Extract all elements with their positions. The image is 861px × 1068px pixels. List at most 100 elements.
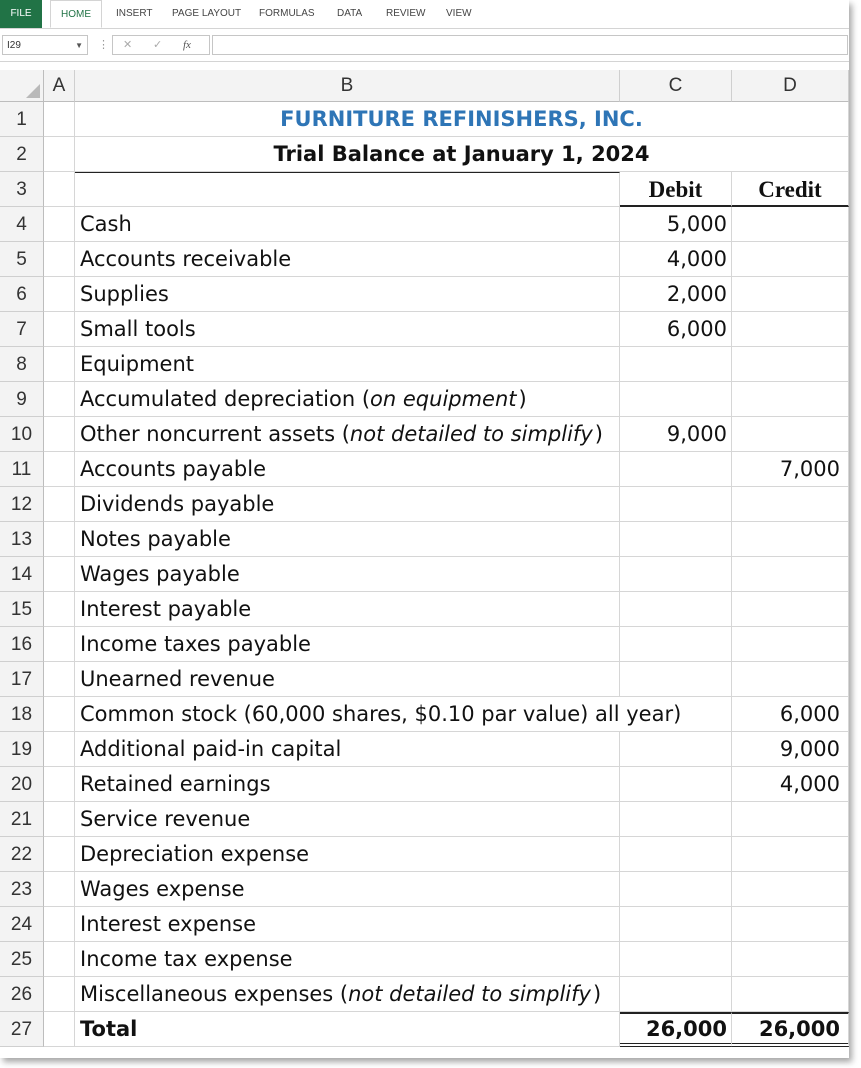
- debit-cell[interactable]: 6,000: [620, 312, 732, 347]
- cell[interactable]: [44, 977, 75, 1012]
- tab-review[interactable]: REVIEW: [386, 8, 426, 19]
- row-header[interactable]: 18: [0, 697, 44, 732]
- cell[interactable]: [44, 837, 75, 872]
- cell[interactable]: [44, 487, 75, 522]
- row-header[interactable]: 5: [0, 242, 44, 277]
- row-header[interactable]: 13: [0, 522, 44, 557]
- account-name-cell[interactable]: Unearned revenue: [75, 662, 620, 697]
- row-header[interactable]: 2: [0, 137, 44, 172]
- credit-cell[interactable]: [732, 662, 849, 697]
- account-name-cell[interactable]: Equipment: [75, 347, 620, 382]
- cell[interactable]: [44, 172, 75, 207]
- account-name-cell[interactable]: Other noncurrent assets (not detailed to…: [75, 417, 620, 452]
- debit-cell[interactable]: [620, 802, 732, 837]
- account-name-cell[interactable]: Income tax expense: [75, 942, 620, 977]
- debit-cell[interactable]: 2,000: [620, 277, 732, 312]
- tab-data[interactable]: DATA: [337, 8, 363, 19]
- cell[interactable]: [44, 102, 75, 137]
- sheet-subtitle[interactable]: Trial Balance at January 1, 2024: [75, 137, 849, 172]
- column-header-c[interactable]: C: [620, 70, 732, 102]
- debit-cell[interactable]: [620, 662, 732, 697]
- account-name-cell[interactable]: Small tools: [75, 312, 620, 347]
- row-header[interactable]: 25: [0, 942, 44, 977]
- row-header[interactable]: 26: [0, 977, 44, 1012]
- account-name-cell[interactable]: Dividends payable: [75, 487, 620, 522]
- cell[interactable]: [44, 312, 75, 347]
- credit-cell[interactable]: [732, 907, 849, 942]
- debit-cell[interactable]: [620, 907, 732, 942]
- debit-cell[interactable]: 9,000: [620, 417, 732, 452]
- debit-cell[interactable]: [620, 697, 732, 732]
- row-header[interactable]: 27: [0, 1012, 44, 1047]
- row-header[interactable]: 17: [0, 662, 44, 697]
- row-header[interactable]: 12: [0, 487, 44, 522]
- close-icon[interactable]: ✕: [123, 39, 133, 51]
- column-header-b[interactable]: B: [75, 70, 620, 102]
- account-name-cell[interactable]: Wages payable: [75, 557, 620, 592]
- debit-cell[interactable]: [620, 942, 732, 977]
- debit-cell[interactable]: [620, 837, 732, 872]
- credit-cell[interactable]: [732, 872, 849, 907]
- credit-cell[interactable]: [732, 277, 849, 312]
- cell[interactable]: [44, 522, 75, 557]
- row-header[interactable]: 9: [0, 382, 44, 417]
- row-header[interactable]: 10: [0, 417, 44, 452]
- account-name-cell[interactable]: Interest expense: [75, 907, 620, 942]
- tab-file[interactable]: FILE: [0, 0, 42, 28]
- select-all-button[interactable]: [0, 70, 44, 102]
- cell[interactable]: [44, 627, 75, 662]
- cell[interactable]: [44, 907, 75, 942]
- credit-cell[interactable]: [732, 522, 849, 557]
- credit-cell[interactable]: 4,000: [732, 767, 849, 802]
- credit-cell[interactable]: [732, 977, 849, 1012]
- total-credit[interactable]: 26,000: [732, 1012, 849, 1047]
- cell[interactable]: [75, 172, 620, 207]
- account-name-cell[interactable]: Retained earnings: [75, 767, 620, 802]
- account-name-cell[interactable]: Common stock (60,000 shares, $0.10 par v…: [75, 697, 681, 732]
- credit-cell[interactable]: [732, 487, 849, 522]
- account-name-cell[interactable]: Supplies: [75, 277, 620, 312]
- sheet-title[interactable]: FURNITURE REFINISHERS, INC.: [75, 102, 849, 137]
- debit-cell[interactable]: [620, 452, 732, 487]
- row-header[interactable]: 4: [0, 207, 44, 242]
- credit-cell[interactable]: 9,000: [732, 732, 849, 767]
- cell[interactable]: [44, 732, 75, 767]
- check-icon[interactable]: ✓: [153, 39, 163, 51]
- account-name-cell[interactable]: Cash: [75, 207, 620, 242]
- cell[interactable]: [44, 557, 75, 592]
- row-header[interactable]: 7: [0, 312, 44, 347]
- tab-home[interactable]: HOME: [50, 0, 102, 28]
- cell[interactable]: [44, 802, 75, 837]
- credit-header[interactable]: Credit: [732, 172, 849, 207]
- row-header[interactable]: 6: [0, 277, 44, 312]
- cell[interactable]: [44, 697, 75, 732]
- debit-cell[interactable]: [620, 627, 732, 662]
- debit-header[interactable]: Debit: [620, 172, 732, 207]
- row-header[interactable]: 22: [0, 837, 44, 872]
- debit-cell[interactable]: [620, 347, 732, 382]
- credit-cell[interactable]: [732, 837, 849, 872]
- debit-cell[interactable]: [620, 872, 732, 907]
- row-header[interactable]: 11: [0, 452, 44, 487]
- debit-cell[interactable]: [620, 522, 732, 557]
- debit-cell[interactable]: [620, 732, 732, 767]
- credit-cell[interactable]: [732, 592, 849, 627]
- account-name-cell[interactable]: Accounts payable: [75, 452, 620, 487]
- row-header[interactable]: 8: [0, 347, 44, 382]
- row-header[interactable]: 19: [0, 732, 44, 767]
- cell[interactable]: [44, 1012, 75, 1047]
- row-header[interactable]: 15: [0, 592, 44, 627]
- account-name-cell[interactable]: Income taxes payable: [75, 627, 620, 662]
- total-label[interactable]: Total: [75, 1012, 620, 1047]
- account-name-cell[interactable]: Notes payable: [75, 522, 620, 557]
- cell[interactable]: [44, 382, 75, 417]
- account-name-cell[interactable]: Additional paid-in capital: [75, 732, 620, 767]
- insert-function-button[interactable]: fx: [183, 39, 191, 51]
- formula-input[interactable]: [212, 35, 848, 55]
- row-header[interactable]: 14: [0, 557, 44, 592]
- total-debit[interactable]: 26,000: [620, 1012, 732, 1047]
- cell[interactable]: [44, 347, 75, 382]
- debit-cell[interactable]: 5,000: [620, 207, 732, 242]
- row-header[interactable]: 3: [0, 172, 44, 207]
- cell[interactable]: [44, 207, 75, 242]
